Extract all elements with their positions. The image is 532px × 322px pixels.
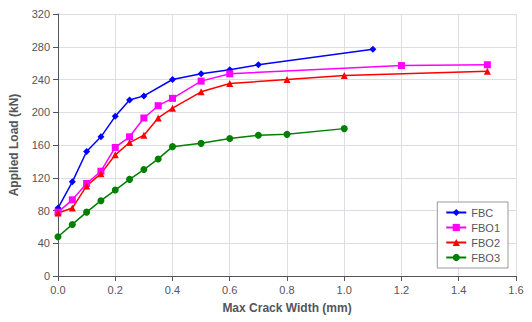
svg-text:1.0: 1.0 (337, 284, 352, 296)
svg-text:1.4: 1.4 (451, 284, 466, 296)
svg-text:40: 40 (38, 237, 50, 249)
svg-text:0.4: 0.4 (165, 284, 180, 296)
svg-text:320: 320 (32, 8, 50, 20)
svg-text:200: 200 (32, 106, 50, 118)
svg-text:280: 280 (32, 41, 50, 53)
svg-text:0.0: 0.0 (50, 284, 65, 296)
svg-text:Applied Load (kN): Applied Load (kN) (7, 94, 21, 197)
svg-text:160: 160 (32, 139, 50, 151)
svg-text:FBO2: FBO2 (471, 237, 500, 249)
svg-text:1.6: 1.6 (508, 284, 523, 296)
svg-text:0.2: 0.2 (108, 284, 123, 296)
svg-text:240: 240 (32, 74, 50, 86)
svg-text:0.6: 0.6 (222, 284, 237, 296)
svg-text:Max Crack Width (mm): Max Crack Width (mm) (222, 301, 351, 315)
svg-text:120: 120 (32, 172, 50, 184)
svg-text:0: 0 (44, 270, 50, 282)
svg-text:0.8: 0.8 (279, 284, 294, 296)
svg-text:FBO3: FBO3 (471, 252, 500, 264)
svg-text:FBC: FBC (471, 207, 493, 219)
svg-text:FBO1: FBO1 (471, 222, 500, 234)
svg-text:80: 80 (38, 205, 50, 217)
svg-text:1.2: 1.2 (394, 284, 409, 296)
